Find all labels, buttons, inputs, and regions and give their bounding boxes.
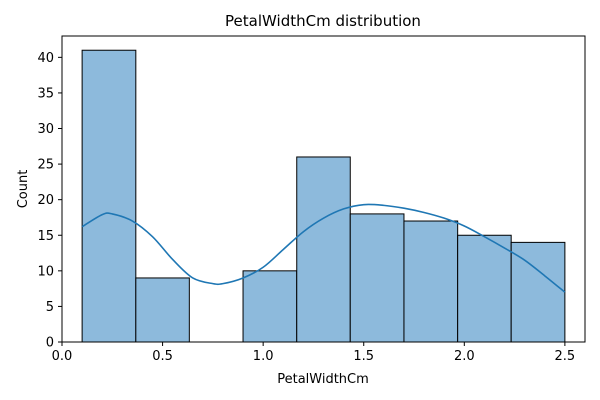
- plot-frame: [61, 35, 586, 343]
- x-axis-ticks: 0.0 0.5 1.0 1.5 2.0 2.5: [52, 342, 576, 364]
- y-tick-label: 15: [37, 229, 54, 244]
- y-axis-ticks: 0 5 10 15 20 25 30 35 40: [37, 51, 62, 351]
- histogram-bar-7: [457, 234, 512, 343]
- y-tick-label: 40: [37, 51, 54, 66]
- x-axis-title: PetalWidthCm: [277, 372, 369, 387]
- y-tick-label: 0: [46, 336, 54, 351]
- histogram-bar-3: [242, 270, 298, 343]
- histogram-bar-4: [296, 156, 351, 343]
- x-tick-label: 0.5: [152, 349, 173, 364]
- y-tick-label: 30: [37, 122, 54, 137]
- histogram-bar-5: [349, 213, 405, 343]
- y-tick-label: 5: [46, 300, 54, 315]
- x-tick-label: 2.0: [454, 349, 475, 364]
- kde-line: [81, 203, 566, 293]
- histogram-bar-8: [510, 241, 566, 343]
- y-tick-label: 25: [37, 158, 54, 173]
- kde-curve-group: [81, 203, 566, 293]
- histogram-bar-1: [135, 277, 190, 343]
- chart-title: PetalWidthCm distribution: [225, 12, 421, 30]
- x-tick-label: 1.0: [253, 349, 274, 364]
- histogram-bar-6: [403, 220, 459, 343]
- x-tick-label: 0.0: [52, 349, 73, 364]
- y-tick-label: 20: [37, 193, 54, 208]
- y-axis-title: Count: [16, 170, 31, 209]
- histogram-bar-0: [81, 49, 137, 343]
- histogram-bars: [81, 49, 566, 343]
- y-tick-label: 10: [37, 264, 54, 279]
- x-tick-label: 1.5: [353, 349, 374, 364]
- x-tick-label: 2.5: [555, 349, 576, 364]
- y-tick-label: 35: [37, 86, 54, 101]
